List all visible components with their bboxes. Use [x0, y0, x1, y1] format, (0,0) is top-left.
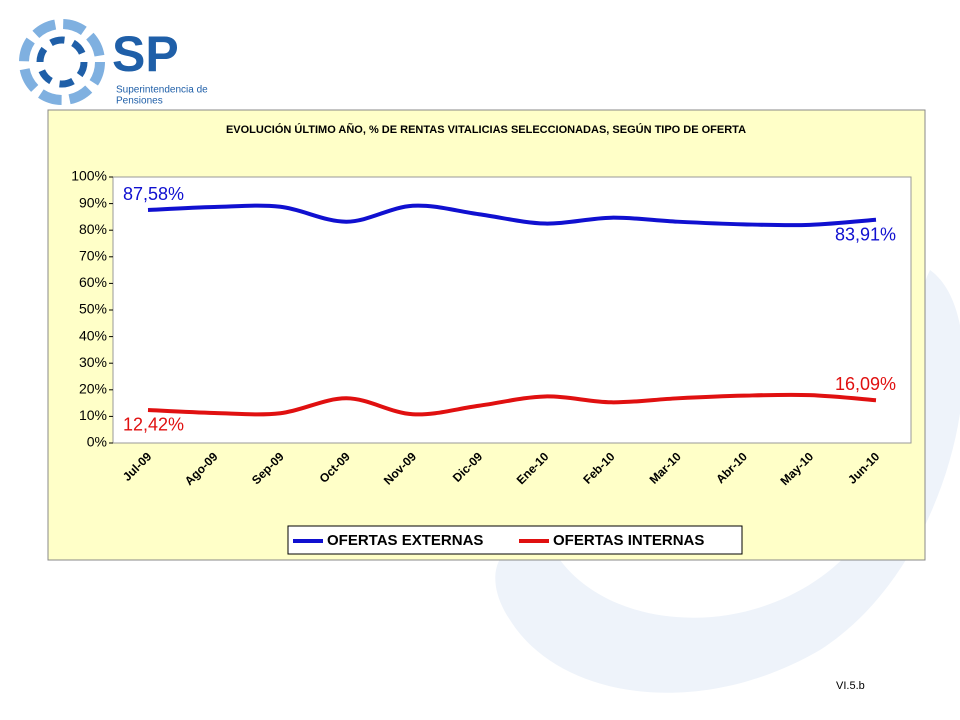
logo-text: Pensiones — [116, 96, 163, 107]
series-line — [147, 203, 877, 228]
background-swirl — [495, 270, 960, 693]
y-tick-label: 40% — [79, 327, 107, 343]
data-label: 12,42% — [123, 415, 184, 435]
legend-label: OFERTAS INTERNAS — [553, 532, 704, 549]
plot-area — [112, 176, 912, 444]
y-tick-label: 90% — [79, 194, 107, 210]
y-tick-label: 100% — [71, 168, 107, 184]
data-label: 87,58% — [123, 184, 184, 204]
y-tick-label: 30% — [79, 354, 107, 370]
y-tick-label: 70% — [79, 248, 107, 264]
series-line — [147, 392, 877, 417]
slide-code: VI.5.b — [836, 680, 865, 692]
legend — [287, 525, 743, 555]
data-label: 83,91% — [835, 225, 896, 245]
y-tick-label: 10% — [79, 407, 107, 423]
data-label: 16,09% — [835, 374, 896, 394]
y-tick-label: 50% — [79, 301, 107, 317]
y-tick-label: 20% — [79, 381, 107, 397]
logo: SP Superintendencia de Pensiones — [19, 19, 208, 107]
chart-title: EVOLUCIÓN ÚLTIMO AÑO, % DE RENTAS VITALI… — [226, 123, 746, 136]
logo-mark: SP — [112, 26, 179, 82]
y-tick-label: 80% — [79, 221, 107, 237]
logo-ring — [36, 36, 88, 88]
logo-ring — [19, 19, 105, 105]
y-tick-label: 60% — [79, 274, 107, 290]
logo-text: Superintendencia de — [116, 85, 208, 96]
legend-label: OFERTAS EXTERNAS — [327, 532, 483, 549]
y-tick-label: 0% — [87, 434, 107, 450]
